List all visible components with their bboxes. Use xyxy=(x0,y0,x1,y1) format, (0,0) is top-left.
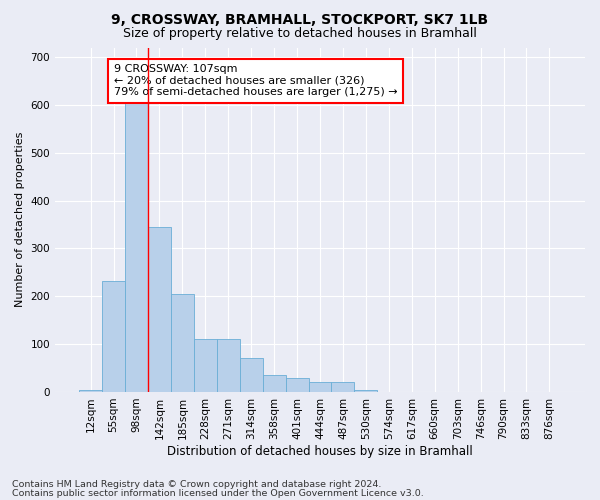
Bar xyxy=(194,340,217,392)
Bar xyxy=(331,382,355,392)
Text: Contains HM Land Registry data © Crown copyright and database right 2024.: Contains HM Land Registry data © Crown c… xyxy=(12,480,382,489)
X-axis label: Distribution of detached houses by size in Bramhall: Distribution of detached houses by size … xyxy=(167,444,473,458)
Bar xyxy=(308,382,331,392)
Y-axis label: Number of detached properties: Number of detached properties xyxy=(15,132,25,308)
Text: Contains public sector information licensed under the Open Government Licence v3: Contains public sector information licen… xyxy=(12,488,424,498)
Bar xyxy=(102,281,125,392)
Bar xyxy=(217,340,240,392)
Bar xyxy=(171,294,194,392)
Bar xyxy=(355,390,377,392)
Bar xyxy=(79,390,102,392)
Text: Size of property relative to detached houses in Bramhall: Size of property relative to detached ho… xyxy=(123,28,477,40)
Bar xyxy=(263,375,286,392)
Text: 9, CROSSWAY, BRAMHALL, STOCKPORT, SK7 1LB: 9, CROSSWAY, BRAMHALL, STOCKPORT, SK7 1L… xyxy=(112,12,488,26)
Bar xyxy=(286,378,308,392)
Bar xyxy=(240,358,263,392)
Bar xyxy=(125,78,148,392)
Text: 9 CROSSWAY: 107sqm
← 20% of detached houses are smaller (326)
79% of semi-detach: 9 CROSSWAY: 107sqm ← 20% of detached hou… xyxy=(113,64,397,98)
Bar xyxy=(148,227,171,392)
